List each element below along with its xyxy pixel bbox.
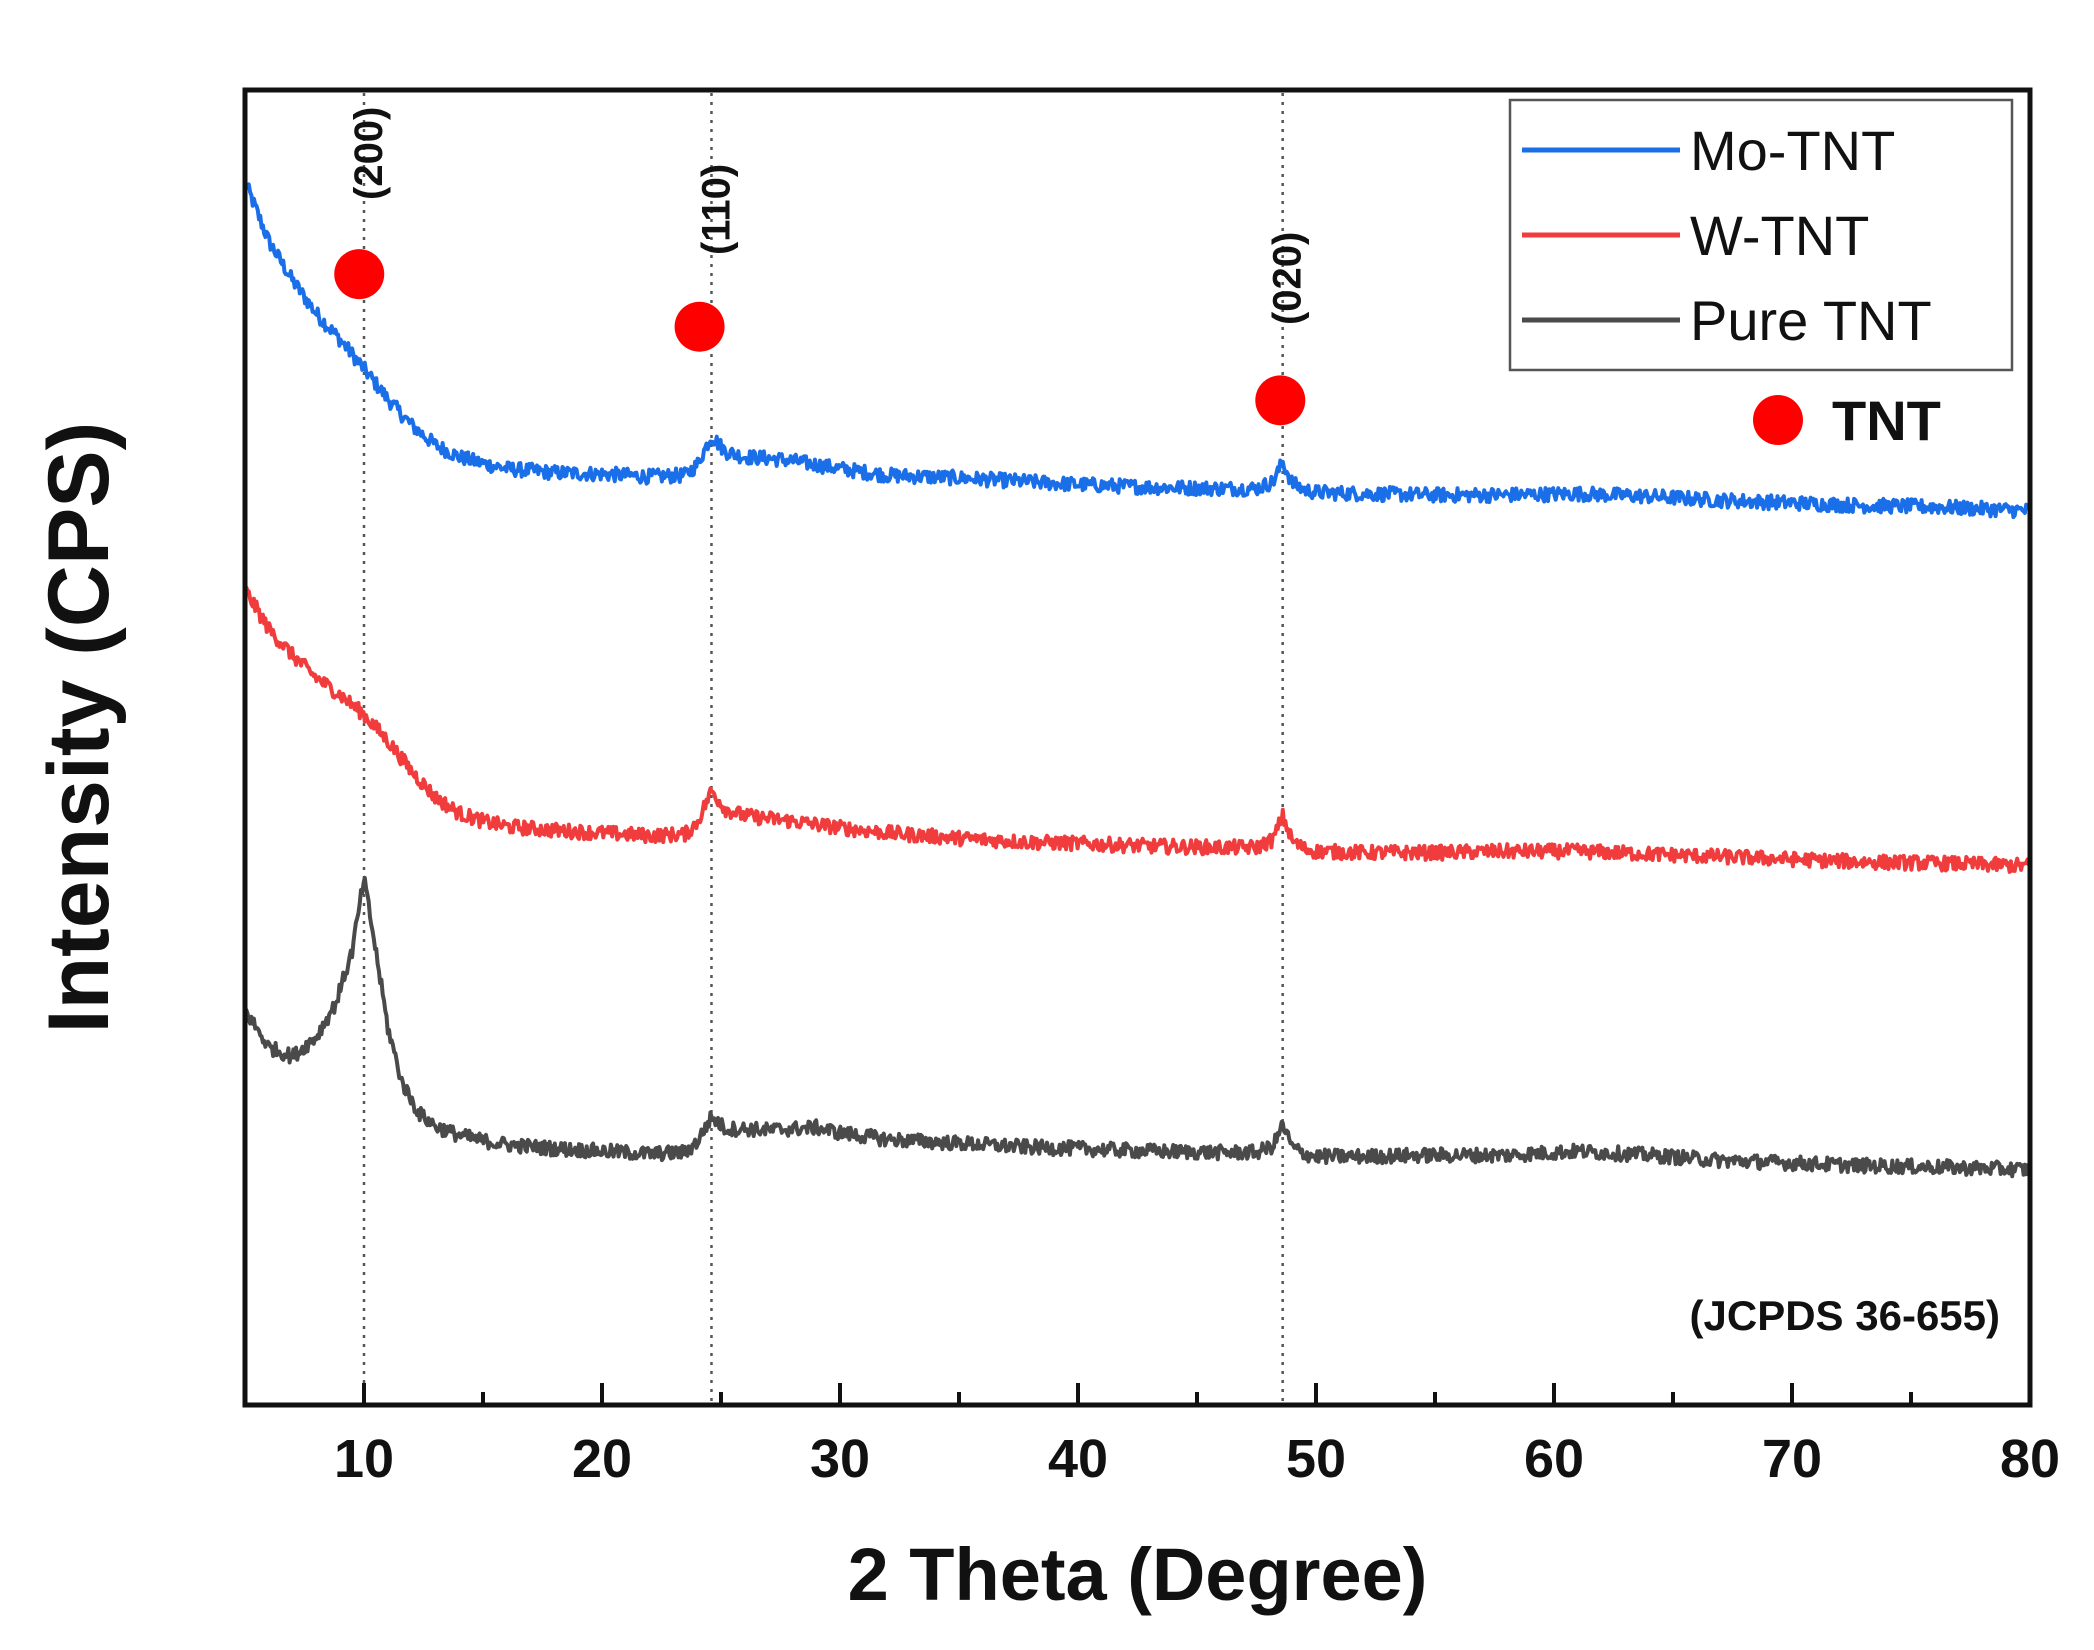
x-tick-label: 60 [1524, 1429, 1584, 1489]
peak-label: (110) [694, 164, 738, 255]
series-line-mo-tnt [243, 179, 2031, 520]
x-tick-label: 40 [1048, 1429, 1108, 1489]
peak-label: (200) [347, 107, 391, 200]
tnt-peak-marker [674, 301, 725, 352]
x-tick-label: 30 [810, 1429, 870, 1489]
x-tick-label: 50 [1286, 1429, 1346, 1489]
x-axis-title: 2 Theta (Degree) [848, 1533, 1428, 1616]
peak-markers [334, 249, 1306, 426]
x-tick-label: 70 [1762, 1429, 1822, 1489]
tnt-peak-marker [334, 249, 385, 300]
marker-legend-dot [1753, 395, 1803, 445]
legend: Mo-TNT W-TNT Pure TNT [1508, 98, 2014, 372]
marker-legend: TNT [1753, 389, 1941, 452]
legend-label: Pure TNT [1690, 289, 1932, 352]
tnt-peak-marker [1255, 375, 1306, 426]
x-tick-label: 20 [572, 1429, 632, 1489]
x-tick-label: 10 [334, 1429, 394, 1489]
series-line-pure-tnt [243, 875, 2032, 1179]
x-axis-ticks: 10 20 30 40 50 60 70 80 [243, 1383, 2060, 1489]
series-line-w-tnt [243, 585, 2032, 874]
marker-legend-label: TNT [1832, 389, 1941, 452]
x-tick-label: 80 [2000, 1429, 2060, 1489]
series-layer [243, 179, 2032, 1179]
legend-label: Mo-TNT [1690, 119, 1895, 182]
plot-frame [242, 87, 2033, 1408]
peak-reference-lines: (200) (110) (020) [347, 93, 1310, 1402]
y-axis-title: Intensity (CPS) [31, 422, 127, 1034]
peak-label: (020) [1266, 232, 1310, 325]
legend-label: W-TNT [1690, 204, 1869, 267]
reference-note: (JCPDS 36-655) [1690, 1292, 2000, 1339]
